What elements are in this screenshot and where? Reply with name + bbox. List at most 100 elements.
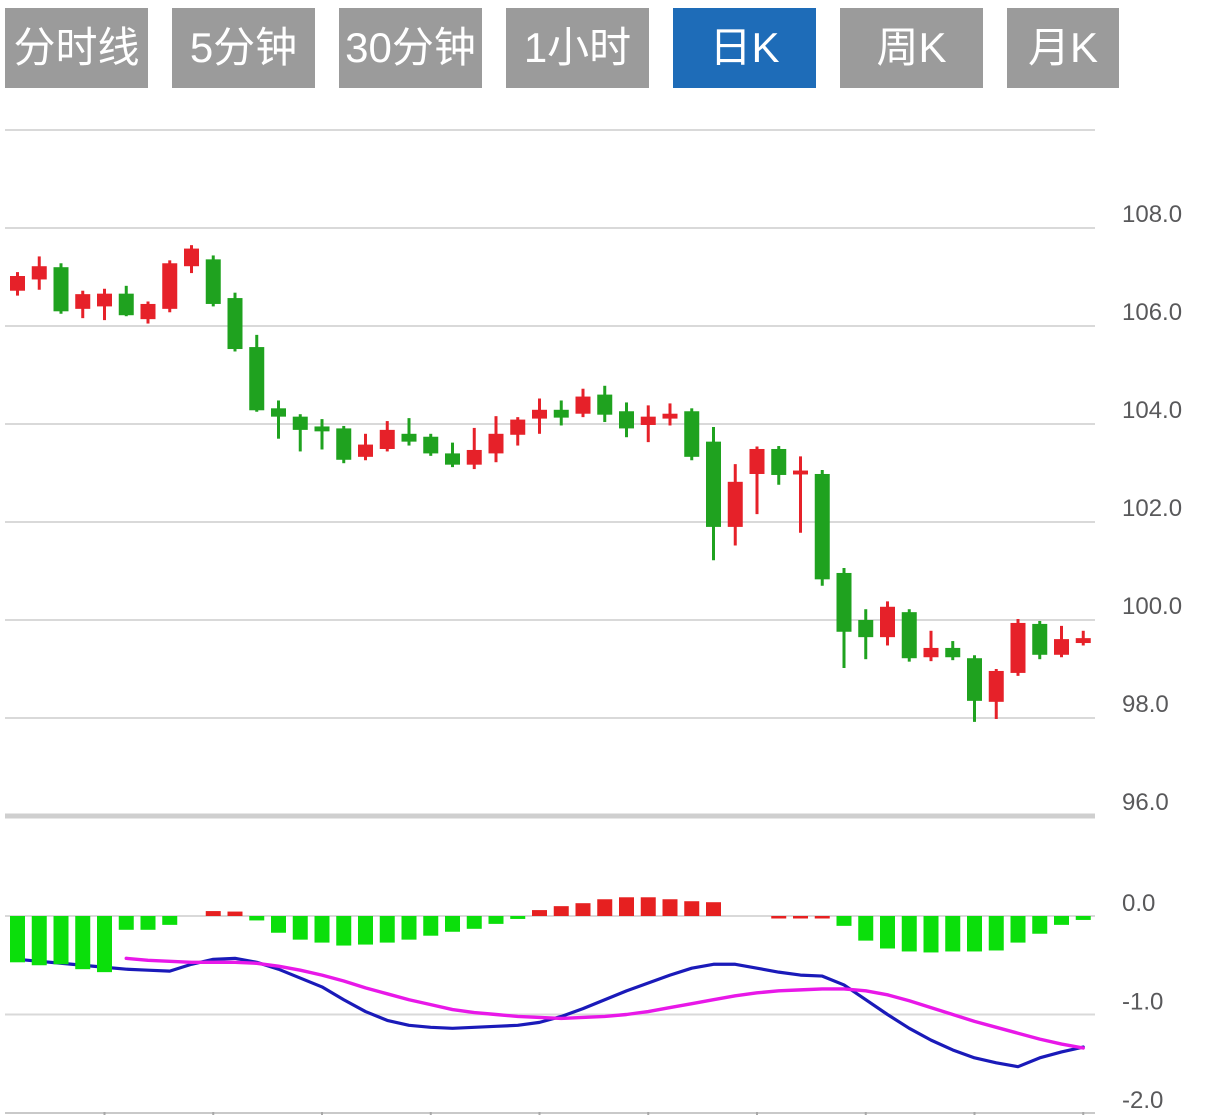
macd-bar[interactable]: [140, 916, 156, 930]
candle[interactable]: [423, 433, 439, 456]
candle[interactable]: [358, 433, 373, 461]
candle[interactable]: [640, 405, 656, 443]
macd-bar[interactable]: [445, 916, 460, 932]
tab-周K[interactable]: 周K: [840, 8, 983, 88]
candle[interactable]: [945, 641, 961, 661]
candle[interactable]: [97, 288, 112, 321]
candle[interactable]: [336, 425, 352, 464]
macd-bar[interactable]: [945, 916, 961, 952]
candle[interactable]: [53, 263, 69, 314]
macd-bar[interactable]: [466, 916, 482, 929]
candle[interactable]: [31, 256, 47, 290]
macd-bar[interactable]: [488, 916, 504, 924]
candle[interactable]: [205, 255, 221, 307]
candle[interactable]: [619, 402, 634, 438]
macd-bar[interactable]: [292, 916, 308, 940]
candle[interactable]: [314, 419, 330, 450]
candle[interactable]: [1075, 630, 1091, 646]
macd-bar[interactable]: [662, 899, 678, 916]
candle[interactable]: [532, 398, 547, 434]
macd-bar[interactable]: [880, 916, 895, 949]
candle[interactable]: [445, 442, 460, 468]
macd-bar[interactable]: [336, 916, 352, 946]
macd-bar[interactable]: [31, 916, 47, 966]
candle[interactable]: [575, 388, 591, 418]
candle[interactable]: [466, 427, 482, 470]
macd-bar[interactable]: [532, 910, 547, 916]
macd-bar[interactable]: [1075, 916, 1091, 920]
macd-bar[interactable]: [1032, 916, 1048, 934]
macd-bar[interactable]: [205, 911, 221, 916]
macd-bar[interactable]: [271, 916, 286, 933]
tab-日K[interactable]: 日K: [673, 8, 816, 88]
candle[interactable]: [858, 609, 874, 660]
tab-分时线[interactable]: 分时线: [5, 8, 148, 88]
candle[interactable]: [488, 416, 504, 463]
macd-bar[interactable]: [858, 916, 874, 941]
macd-bar[interactable]: [771, 916, 787, 919]
macd-bar[interactable]: [684, 901, 700, 916]
macd-bar[interactable]: [227, 911, 243, 916]
candle[interactable]: [771, 446, 787, 485]
macd-bar[interactable]: [53, 916, 69, 965]
candle[interactable]: [162, 260, 178, 313]
candle[interactable]: [923, 630, 939, 662]
candle[interactable]: [814, 470, 830, 586]
macd-bar[interactable]: [118, 916, 134, 930]
candle[interactable]: [706, 426, 721, 561]
macd-bar[interactable]: [597, 899, 613, 916]
candle[interactable]: [271, 400, 286, 439]
candle[interactable]: [749, 446, 765, 515]
candle[interactable]: [249, 334, 265, 412]
macd-bar[interactable]: [423, 916, 439, 936]
macd-bar[interactable]: [249, 916, 265, 921]
candle[interactable]: [227, 292, 243, 352]
candle[interactable]: [292, 414, 308, 452]
macd-bar[interactable]: [358, 916, 373, 945]
candle[interactable]: [901, 609, 917, 662]
tab-月K[interactable]: 月K: [1007, 8, 1119, 88]
macd-bar[interactable]: [1010, 916, 1026, 943]
candle[interactable]: [597, 385, 613, 423]
macd-bar[interactable]: [162, 916, 178, 925]
macd-bar[interactable]: [314, 916, 330, 943]
candle[interactable]: [510, 417, 526, 446]
tab-30分钟[interactable]: 30分钟: [339, 8, 482, 88]
candle[interactable]: [401, 418, 417, 446]
candle[interactable]: [727, 464, 743, 546]
macd-bar[interactable]: [379, 916, 395, 943]
candle[interactable]: [75, 290, 91, 319]
candle[interactable]: [684, 408, 700, 461]
macd-bar[interactable]: [793, 916, 808, 919]
macd-bar[interactable]: [988, 916, 1004, 951]
macd-bar[interactable]: [640, 897, 656, 916]
candle[interactable]: [140, 301, 156, 324]
macd-bar[interactable]: [401, 916, 417, 940]
candle[interactable]: [836, 568, 852, 669]
tab-5分钟[interactable]: 5分钟: [172, 8, 315, 88]
macd-bar[interactable]: [1054, 916, 1069, 925]
candle[interactable]: [967, 655, 982, 722]
candle[interactable]: [1010, 619, 1026, 676]
macd-bar[interactable]: [97, 916, 112, 973]
macd-bar[interactable]: [706, 902, 721, 916]
macd-bar[interactable]: [967, 916, 982, 952]
macd-bar[interactable]: [575, 903, 591, 916]
candle[interactable]: [1054, 625, 1069, 658]
candle[interactable]: [118, 285, 134, 317]
macd-bar[interactable]: [836, 916, 852, 926]
macd-bar[interactable]: [75, 916, 91, 970]
tab-1小时[interactable]: 1小时: [506, 8, 649, 88]
candle[interactable]: [880, 601, 895, 646]
candle[interactable]: [662, 403, 678, 426]
candle[interactable]: [10, 272, 25, 296]
macd-bar[interactable]: [553, 906, 569, 916]
macd-bar[interactable]: [901, 916, 917, 952]
candle[interactable]: [553, 400, 569, 426]
candle[interactable]: [379, 421, 395, 452]
candle[interactable]: [184, 245, 199, 274]
candle[interactable]: [1032, 620, 1048, 660]
macd-bar[interactable]: [814, 916, 830, 919]
candle[interactable]: [988, 669, 1004, 719]
